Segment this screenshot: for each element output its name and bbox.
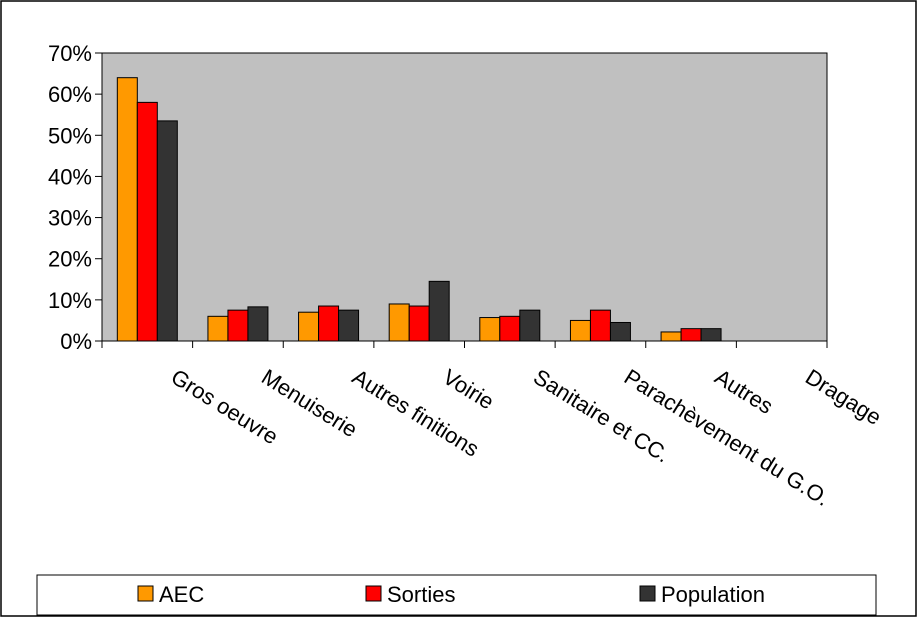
legend: AEC Sorties Population	[36, 574, 877, 616]
bar	[338, 309, 360, 342]
bar	[207, 315, 229, 342]
bar	[136, 101, 158, 342]
bar	[700, 328, 722, 342]
bar	[298, 311, 320, 342]
y-tick-label: 50%	[48, 123, 92, 148]
y-tick-label: 40%	[48, 164, 92, 189]
plot-area	[101, 52, 828, 342]
bar	[318, 305, 340, 342]
bar	[589, 309, 611, 342]
bar	[569, 319, 591, 342]
bar	[499, 315, 521, 342]
legend-swatch	[639, 585, 656, 602]
y-tick-label: 60%	[48, 82, 92, 107]
bar	[428, 280, 450, 342]
legend-swatch	[137, 585, 154, 602]
legend-swatch	[365, 585, 382, 602]
y-tick-label: 0%	[60, 329, 92, 354]
bar	[660, 331, 682, 342]
bar	[227, 309, 249, 342]
bar	[609, 321, 631, 342]
bar	[680, 328, 702, 342]
legend-label: AEC	[159, 582, 204, 607]
legend-label: Sorties	[387, 582, 455, 607]
bars-group	[116, 77, 722, 342]
bar	[388, 303, 410, 342]
y-tick-label: 10%	[48, 288, 92, 313]
bar	[519, 309, 541, 342]
bar	[247, 306, 269, 342]
bar	[479, 317, 501, 342]
legend-label: Population	[661, 582, 765, 607]
y-tick-label: 30%	[48, 206, 92, 231]
bar	[116, 77, 138, 342]
bar	[156, 120, 178, 342]
y-tick-label: 70%	[48, 41, 92, 66]
y-tick-label: 20%	[48, 247, 92, 272]
legend-box	[36, 574, 877, 616]
bar	[408, 305, 430, 342]
